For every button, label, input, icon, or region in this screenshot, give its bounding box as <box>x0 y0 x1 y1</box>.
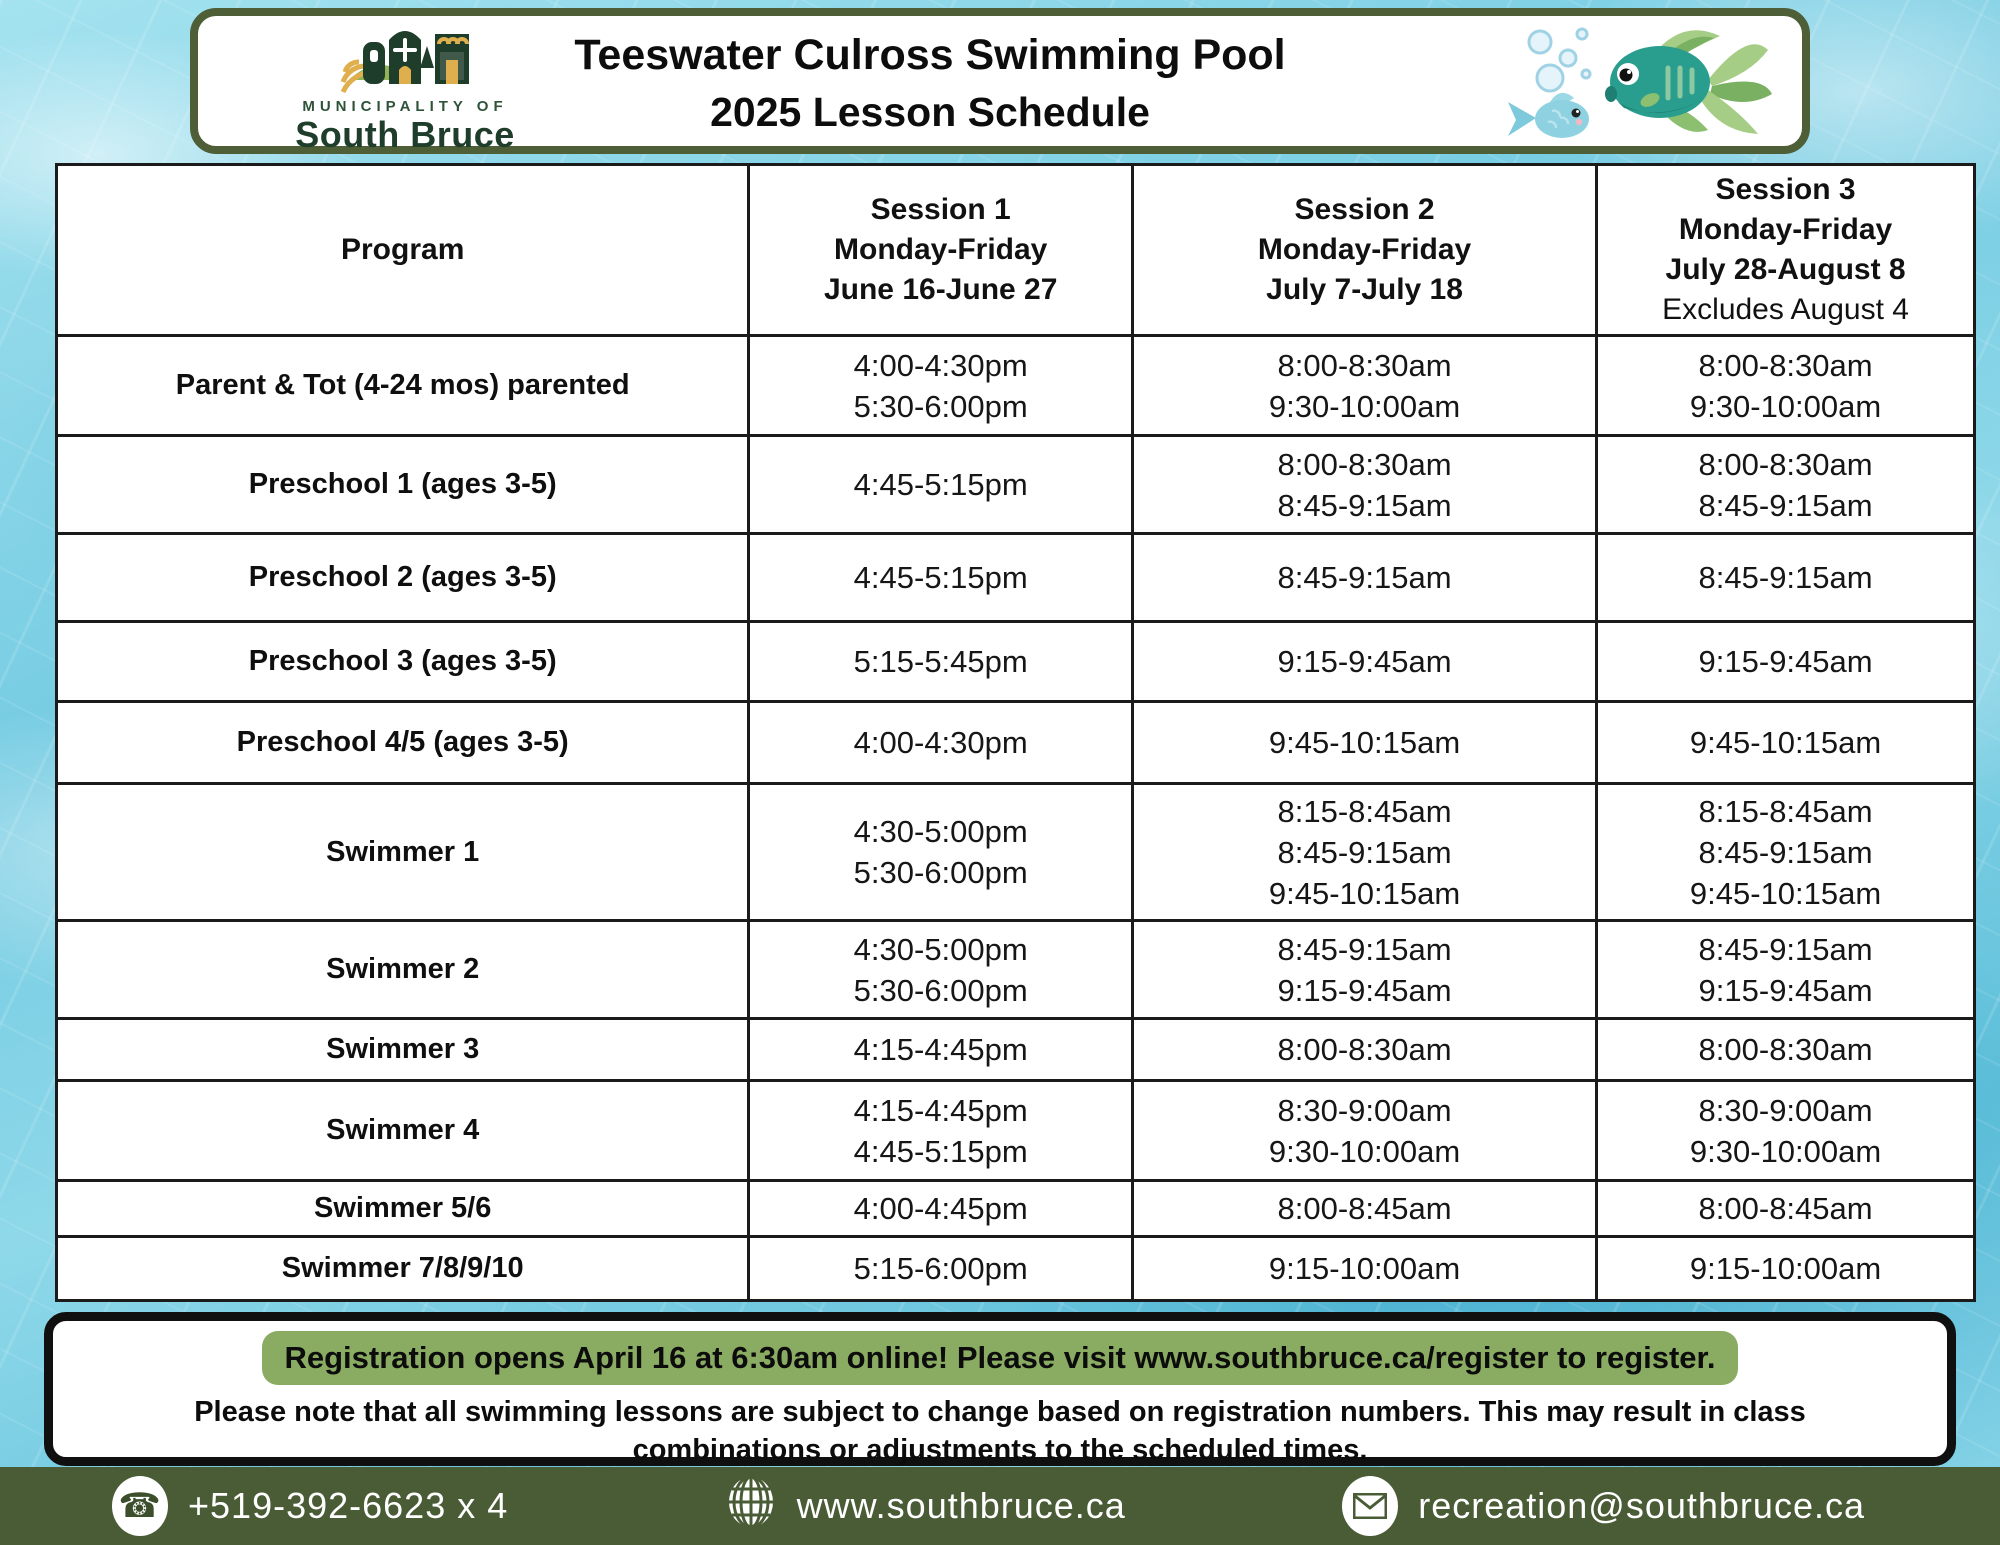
globe-icon <box>725 1474 777 1539</box>
session2-times-cell: 8:00-8:30am 8:45-9:15am <box>1130 434 1599 535</box>
session1-times-cell: 4:45-5:15pm <box>747 434 1134 535</box>
session1-times-cell: 4:15-4:45pm 4:45-5:15pm <box>747 1079 1134 1182</box>
session3-times-cell: 8:45-9:15am 9:15-9:45am <box>1595 919 1976 1020</box>
table-row: Preschool 2 (ages 3-5) 4:45-5:15pm 8:45-9:… <box>54 532 1976 623</box>
session2-times-cell: 8:45-9:15am <box>1130 532 1599 623</box>
program-cell: Preschool 3 (ages 3-5) <box>54 620 751 703</box>
session2-times-cell: 9:15-10:00am <box>1130 1235 1599 1302</box>
schedule-table: Program Session 1 Monday-Friday June 16-Jun… <box>54 163 1976 1302</box>
session1-times-cell: 5:15-6:00pm <box>747 1235 1134 1302</box>
session3-times-cell: 8:00-8:30am 9:30-10:00am <box>1595 334 1976 437</box>
session3-times-cell: 9:15-10:00am <box>1595 1235 1976 1302</box>
table-row: Swimmer 4 4:15-4:45pm 4:45-5:15pm 8:30-9:00… <box>54 1079 1976 1182</box>
municipality-logo: MUNICIPALITY OF South Bruce <box>240 18 570 153</box>
session2-times-cell: 8:00-8:30am <box>1130 1017 1599 1082</box>
title-line2: 2025 Lesson Schedule <box>710 89 1150 135</box>
session1-times-cell: 5:15-5:45pm <box>747 620 1134 703</box>
table-header-row: Program Session 1 Monday-Friday June 16-Jun… <box>54 163 1976 337</box>
page-title: Teeswater Culross Swimming Pool 2025 Les… <box>538 26 1322 140</box>
session3-times-cell: 8:00-8:30am 8:45-9:15am <box>1595 434 1976 535</box>
program-cell: Swimmer 2 <box>54 919 751 1020</box>
table-row: Preschool 4/5 (ages 3-5) 4:00-4:30pm 9:45-… <box>54 700 1976 785</box>
table-row: Swimmer 5/6 4:00-4:45pm 8:00-8:45am 8:00-8:… <box>54 1179 1976 1238</box>
program-cell: Parent & Tot (4-24 mos) parented <box>54 334 751 437</box>
table-row: Swimmer 3 4:15-4:45pm 8:00-8:30am 8:00-8:30… <box>54 1017 1976 1082</box>
logo-municipality-of: MUNICIPALITY OF <box>302 98 508 115</box>
program-cell: Swimmer 5/6 <box>54 1179 751 1238</box>
session3-times-cell: 9:45-10:15am <box>1595 700 1976 785</box>
table-row: Parent & Tot (4-24 mos) parented 4:00-4:3… <box>54 334 1976 437</box>
session1-times-cell: 4:30-5:00pm 5:30-6:00pm <box>747 782 1134 922</box>
session2-times-cell: 8:30-9:00am 9:30-10:00am <box>1130 1079 1599 1182</box>
registration-highlight: Registration opens April 16 at 6:30am on… <box>53 1331 1947 1385</box>
session1-times-cell: 4:00-4:45pm <box>747 1179 1134 1238</box>
session3-times-cell: 8:00-8:30am <box>1595 1017 1976 1082</box>
logo-south-bruce: South Bruce <box>295 114 515 155</box>
title-line1: Teeswater Culross Swimming Pool <box>574 31 1286 79</box>
session1-times-cell: 4:00-4:30pm <box>747 700 1134 785</box>
registration-highlight-text: Registration opens April 16 at 6:30am on… <box>262 1331 1738 1385</box>
logo-buildings-icon <box>340 31 469 94</box>
column-header-program: Program <box>54 163 751 337</box>
session2-times-cell: 8:00-8:30am 9:30-10:00am <box>1130 334 1599 437</box>
session3-times-cell: 8:15-8:45am 8:45-9:15am 9:45-10:15am <box>1595 782 1976 922</box>
schedule-change-note: Please note that all swimming lessons ar… <box>194 1396 1806 1466</box>
column-header-session2: Session 2 Monday-Friday July 7-July 18 <box>1130 163 1599 337</box>
session2-times-cell: 8:00-8:45am <box>1130 1179 1599 1238</box>
footer-email: recreation@southbruce.ca <box>1342 1476 1865 1536</box>
program-cell: Swimmer 1 <box>54 782 751 922</box>
session3-times-cell: 8:00-8:45am <box>1595 1179 1976 1238</box>
column-header-session1: Session 1 Monday-Friday June 16-June 27 <box>747 163 1134 337</box>
fish-illustration <box>1500 16 1780 148</box>
table-row: Swimmer 2 4:30-5:00pm 5:30-6:00pm 8:45-9:15… <box>54 919 1976 1020</box>
session3-times-cell: 8:30-9:00am 9:30-10:00am <box>1595 1079 1976 1182</box>
footer: ☎ +519-392-6623 x 4 www.southbruce. <box>0 1467 2000 1545</box>
schedule-table-wrap: Program Session 1 Monday-Friday June 16-Jun… <box>54 163 1976 1302</box>
table-row: Preschool 1 (ages 3-5) 4:45-5:15pm 8:00-8:… <box>54 434 1976 535</box>
session3-times-cell: 9:15-9:45am <box>1595 620 1976 703</box>
email-icon <box>1342 1476 1399 1536</box>
session1-times-cell: 4:00-4:30pm 5:30-6:00pm <box>747 334 1134 437</box>
session3-times-cell: 8:45-9:15am <box>1595 532 1976 623</box>
program-cell: Swimmer 4 <box>54 1079 751 1182</box>
program-cell: Swimmer 3 <box>54 1017 751 1082</box>
session2-times-cell: 8:45-9:15am 9:15-9:45am <box>1130 919 1599 1020</box>
registration-notice-box: Registration opens April 16 at 6:30am on… <box>44 1312 1956 1466</box>
session1-times-cell: 4:30-5:00pm 5:30-6:00pm <box>747 919 1134 1020</box>
session1-times-cell: 4:15-4:45pm <box>747 1017 1134 1082</box>
program-cell: Swimmer 7/8/9/10 <box>54 1235 751 1302</box>
header: MUNICIPALITY OF South Bruce Teeswater Cu… <box>190 8 1810 154</box>
session2-times-cell: 9:15-9:45am <box>1130 620 1599 703</box>
session1-times-cell: 4:45-5:15pm <box>747 532 1134 623</box>
program-cell: Preschool 2 (ages 3-5) <box>54 532 751 623</box>
website-url: www.southbruce.ca <box>796 1485 1126 1526</box>
footer-phone: ☎ +519-392-6623 x 4 <box>112 1476 508 1536</box>
program-cell: Preschool 4/5 (ages 3-5) <box>54 700 751 785</box>
footer-website: www.southbruce.ca <box>725 1474 1126 1539</box>
table-row: Preschool 3 (ages 3-5) 5:15-5:45pm 9:15-9:… <box>54 620 1976 703</box>
session2-times-cell: 8:15-8:45am 8:45-9:15am 9:45-10:15am <box>1130 782 1599 922</box>
table-row: Swimmer 1 4:30-5:00pm 5:30-6:00pm 8:15-8:45… <box>54 782 1976 922</box>
program-cell: Preschool 1 (ages 3-5) <box>54 434 751 535</box>
email-address: recreation@southbruce.ca <box>1418 1485 1865 1526</box>
table-row: Swimmer 7/8/9/10 5:15-6:00pm 9:15-10:00am 9… <box>54 1235 1976 1302</box>
fish-icon <box>1508 27 1772 138</box>
phone-number: +519-392-6623 x 4 <box>188 1485 509 1526</box>
session2-times-cell: 9:45-10:15am <box>1130 700 1599 785</box>
column-header-session3: Session 3 Monday-Friday July 28-August 8 Ex… <box>1595 163 1976 337</box>
phone-icon: ☎ <box>112 1476 168 1536</box>
